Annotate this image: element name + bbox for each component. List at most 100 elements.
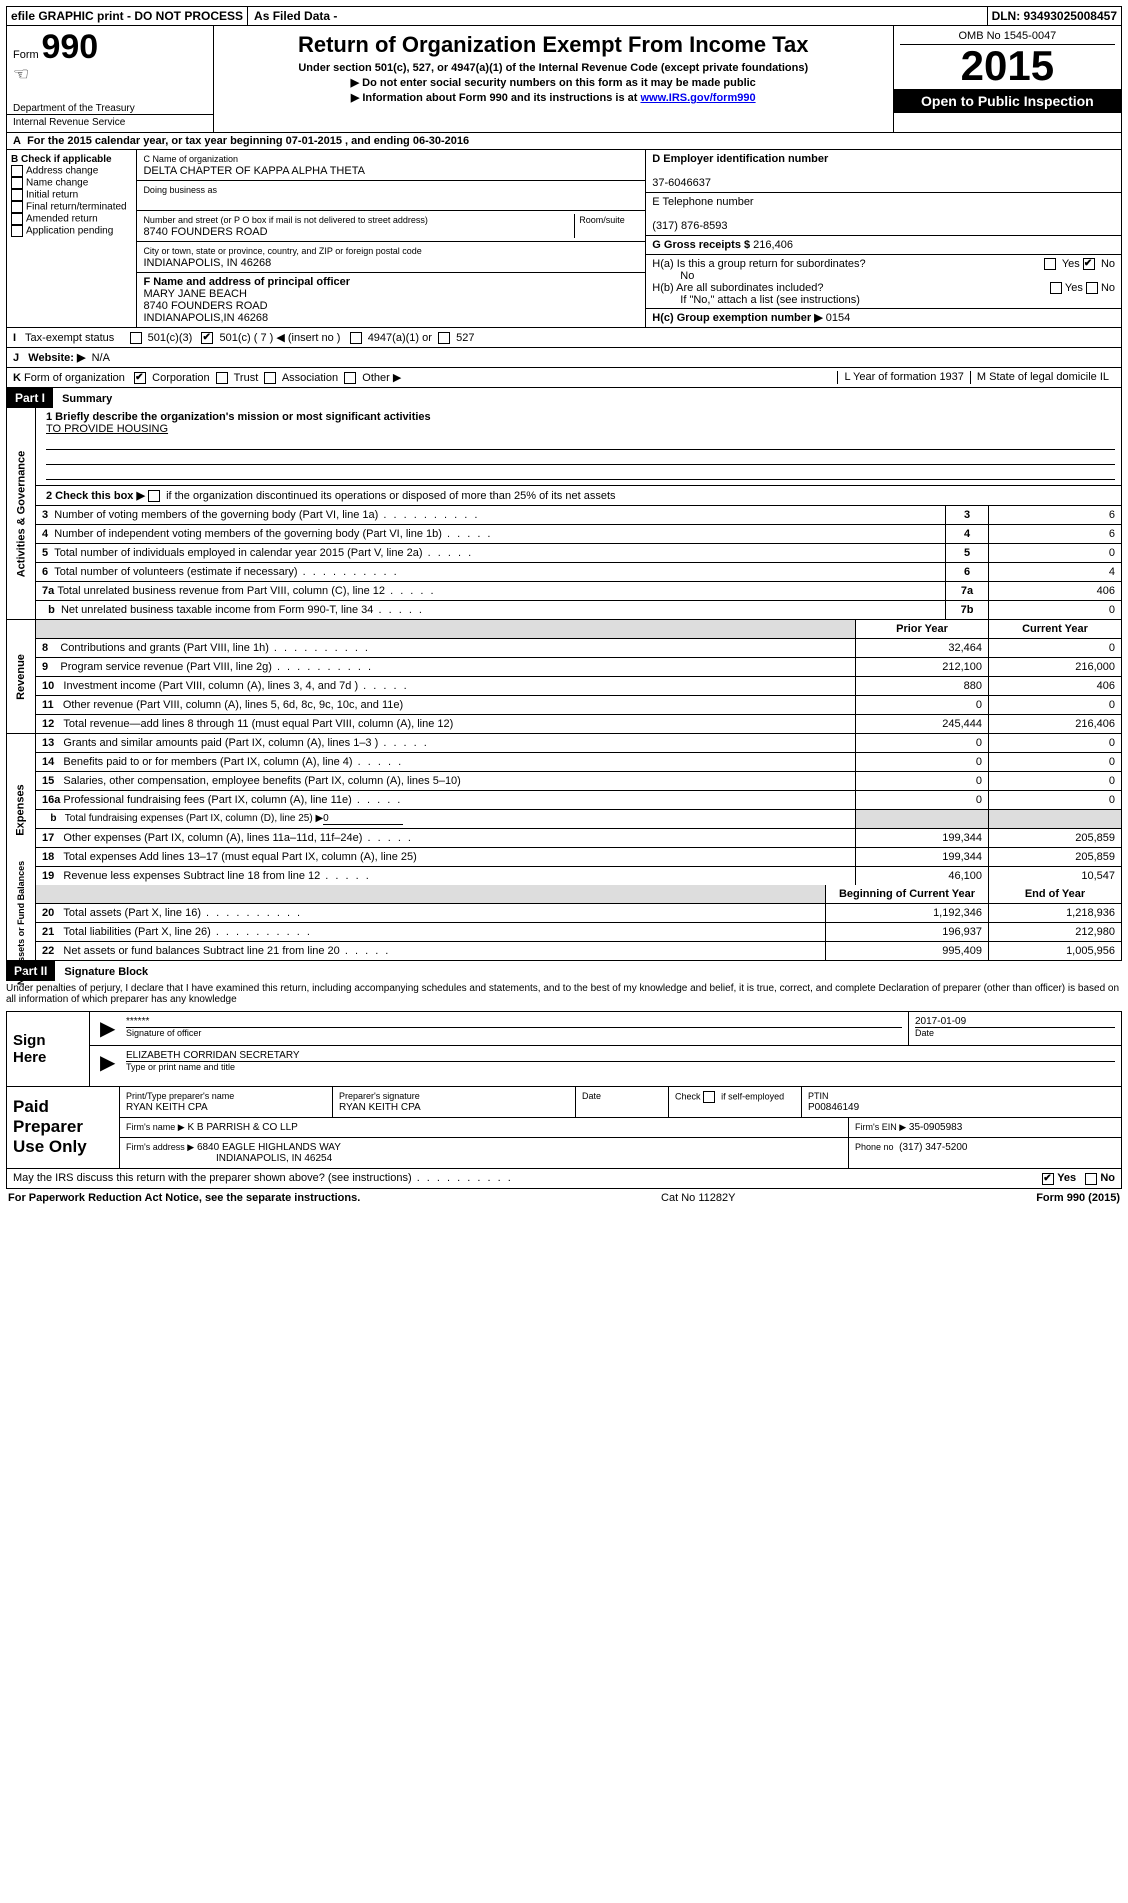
preparer-sig: RYAN KEITH CPA <box>339 1102 421 1113</box>
officer-name: MARY JANE BEACH <box>143 288 247 300</box>
state-domicile: M State of legal domicile IL <box>970 371 1115 384</box>
ha-yes[interactable] <box>1044 258 1056 270</box>
open-inspection: Open to Public Inspection <box>894 89 1121 113</box>
officer-name-title: ELIZABETH CORRIDAN SECRETARY <box>126 1050 300 1061</box>
check-amended[interactable] <box>11 213 23 225</box>
firm-ein: 35-0905983 <box>909 1122 962 1133</box>
ag-table: 3 Number of voting members of the govern… <box>36 505 1121 619</box>
row-i-label: Tax-exempt status <box>25 332 114 344</box>
hb-yes[interactable] <box>1050 282 1062 294</box>
irs-link[interactable]: www.IRS.gov/form990 <box>640 92 755 104</box>
discuss-no[interactable] <box>1085 1173 1097 1185</box>
ha-answer: No <box>652 270 1115 282</box>
arrow-icon: ▶ <box>90 1046 120 1079</box>
ha-label: H(a) Is this a group return for subordin… <box>652 258 953 270</box>
col-d: D Employer identification number 37-6046… <box>646 150 1121 327</box>
sig-date-label: Date <box>915 1027 1115 1038</box>
paid-preparer-block: Paid Preparer Use Only Print/Type prepar… <box>6 1087 1122 1169</box>
firm-name: K B PARRISH & CO LLP <box>187 1122 297 1133</box>
check-corp[interactable] <box>134 372 146 384</box>
row-k: K Form of organization Corporation Trust… <box>6 368 1122 388</box>
city: INDIANAPOLIS, IN 46268 <box>143 257 271 269</box>
rev-table: Prior YearCurrent Year 8 Contributions a… <box>36 620 1121 733</box>
website: N/A <box>92 352 110 364</box>
perjury-declaration: Under penalties of perjury, I declare th… <box>6 981 1122 1011</box>
banner-left: efile GRAPHIC print - DO NOT PROCESS <box>11 9 243 23</box>
check-address[interactable] <box>11 165 23 177</box>
header-center: Return of Organization Exempt From Incom… <box>214 26 894 132</box>
ptin: P00846149 <box>808 1102 859 1113</box>
sig-officer-label: Signature of officer <box>126 1027 902 1038</box>
f-label: F Name and address of principal officer <box>143 276 350 288</box>
sign-here-label: Sign Here <box>7 1012 90 1086</box>
footer: For Paperwork Reduction Act Notice, see … <box>6 1189 1122 1207</box>
banner-mid: As Filed Data - <box>247 7 988 25</box>
officer-addr2: INDIANAPOLIS,IN 46268 <box>143 312 268 324</box>
nab-table: Beginning of Current YearEnd of Year 20 … <box>36 885 1121 960</box>
irs-label: Internal Revenue Service <box>7 114 213 128</box>
row-a-text: For the 2015 calendar year, or tax year … <box>27 135 469 147</box>
d-label: D Employer identification number <box>652 153 828 165</box>
city-label: City or town, state or province, country… <box>143 246 421 256</box>
may-discuss-row: May the IRS discuss this return with the… <box>6 1169 1122 1188</box>
check-501c3[interactable] <box>130 332 142 344</box>
type-print-label: Type or print name and title <box>126 1061 1115 1072</box>
form-prefix: Form <box>13 49 39 61</box>
footer-right: Form 990 (2015) <box>1036 1192 1120 1204</box>
col-b-heading: B Check if applicable <box>11 154 112 165</box>
check-final[interactable] <box>11 201 23 213</box>
c-label: C Name of organization <box>143 154 238 164</box>
row-i: I Tax-exempt status 501(c)(3) 501(c) ( 7… <box>6 328 1122 348</box>
row-k-label: Form of organization <box>24 372 125 384</box>
header-sub2: ▶ Do not enter social security numbers o… <box>220 76 887 89</box>
part-i-title: Summary <box>56 393 118 407</box>
row-a: A For the 2015 calendar year, or tax yea… <box>6 133 1122 150</box>
mission: TO PROVIDE HOUSING <box>46 423 168 435</box>
check-discontinued[interactable] <box>148 490 160 502</box>
g-label: G Gross receipts $ <box>652 239 750 251</box>
firm-addr1: 6840 EAGLE HIGHLANDS WAY <box>197 1142 341 1153</box>
ein: 37-6046637 <box>652 177 711 189</box>
part-ii-header: Part II <box>6 961 55 981</box>
check-assoc[interactable] <box>264 372 276 384</box>
side-nab: Net Assets or Fund Balances <box>7 885 36 960</box>
check-initial[interactable] <box>11 189 23 201</box>
header-right: OMB No 1545-0047 2015 Open to Public Ins… <box>894 26 1121 132</box>
check-pending[interactable] <box>11 225 23 237</box>
side-rev: Revenue <box>7 620 36 733</box>
check-self-employed[interactable] <box>703 1091 715 1103</box>
room-label: Room/suite <box>579 215 625 225</box>
form-header: Form 990 ☜ Department of the Treasury In… <box>6 26 1122 133</box>
sig-stars: ****** <box>126 1016 149 1027</box>
check-other[interactable] <box>344 372 356 384</box>
check-501c[interactable] <box>201 332 213 344</box>
firm-addr2: INDIANAPOLIS, IN 46254 <box>216 1153 332 1164</box>
col-c: C Name of organization DELTA CHAPTER OF … <box>137 150 646 327</box>
preparer-name: RYAN KEITH CPA <box>126 1102 208 1113</box>
side-ag: Activities & Governance <box>7 408 36 619</box>
org-name: DELTA CHAPTER OF KAPPA ALPHA THETA <box>143 165 365 177</box>
sig-date: 2017-01-09 <box>915 1016 966 1027</box>
part-ii-title: Signature Block <box>58 966 154 980</box>
ha-no[interactable] <box>1083 258 1095 270</box>
hc-label: H(c) Group exemption number ▶ <box>652 312 822 324</box>
check-527[interactable] <box>438 332 450 344</box>
dba-label: Doing business as <box>143 185 217 195</box>
form-title: Return of Organization Exempt From Incom… <box>220 32 887 58</box>
check-4947[interactable] <box>350 332 362 344</box>
street-label: Number and street (or P O box if mail is… <box>143 215 427 225</box>
discuss-yes[interactable] <box>1042 1173 1054 1185</box>
paid-preparer-label: Paid Preparer Use Only <box>7 1087 120 1168</box>
dept-label: Department of the Treasury <box>13 103 207 114</box>
banner-dln: DLN: 93493025008457 <box>992 9 1117 23</box>
part-ii: Part II Signature Block <box>6 961 1122 981</box>
top-banner: efile GRAPHIC print - DO NOT PROCESS As … <box>6 6 1122 26</box>
hb-no[interactable] <box>1086 282 1098 294</box>
col-b: B Check if applicable Address change Nam… <box>7 150 137 327</box>
row-j-label: Website: ▶ <box>28 352 85 364</box>
check-trust[interactable] <box>216 372 228 384</box>
footer-mid: Cat No 11282Y <box>661 1192 735 1204</box>
hb-label: H(b) Are all subordinates included? <box>652 282 823 294</box>
header-sub3: ▶ Information about Form 990 and its ins… <box>220 91 887 104</box>
check-name[interactable] <box>11 177 23 189</box>
